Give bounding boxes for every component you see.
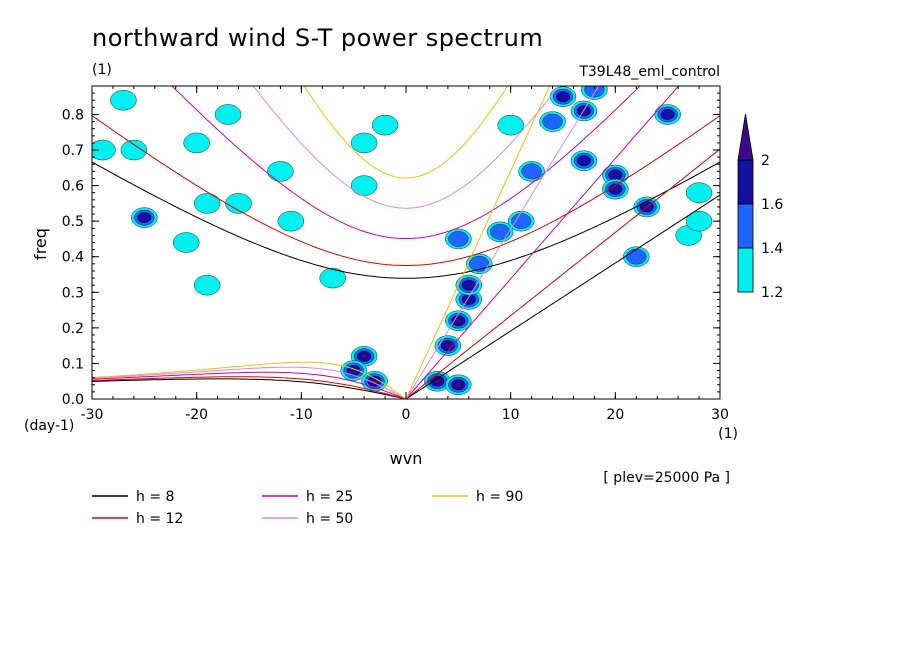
rossby-curve — [92, 361, 407, 399]
contour-blob — [576, 105, 591, 117]
contour-blob — [214, 104, 242, 125]
contour-blob — [137, 212, 152, 224]
y-tick-label: 0.4 — [62, 250, 84, 266]
y-axis-label: freq — [31, 228, 50, 260]
legend-label: h = 90 — [476, 489, 523, 505]
contour-blob — [110, 90, 137, 111]
contour-blob — [685, 210, 713, 232]
contour-blob — [448, 231, 469, 247]
y-tick-label: 0.3 — [62, 285, 84, 301]
x-tick-label: 10 — [502, 407, 520, 423]
contour-blob — [685, 182, 713, 203]
units-label: (1) — [92, 62, 112, 78]
legend-label: h = 8 — [136, 489, 174, 505]
contour-blob — [433, 378, 442, 385]
plev-label: [ plev=25000 Pa ] — [603, 470, 730, 486]
contour-blob — [660, 109, 675, 120]
kelvin-curve — [405, 194, 720, 399]
legend-label: h = 12 — [136, 511, 183, 527]
contour-blob — [521, 163, 542, 180]
x-axis-label: wvn — [390, 449, 423, 468]
contour-blob — [350, 175, 378, 196]
contour-blob — [350, 132, 378, 154]
rossby-curve — [92, 378, 407, 399]
rossby-curve — [92, 376, 407, 399]
contour-blob — [556, 91, 570, 103]
legend-label: h = 50 — [306, 511, 353, 527]
contour-blob — [444, 342, 452, 349]
x-tick-label: -20 — [185, 407, 208, 423]
x-tick-label: -10 — [290, 407, 313, 423]
inertia-gravity-curve — [171, 86, 641, 240]
legend: h = 8 h = 12 h = 25 h = 50 h = 90 — [92, 489, 523, 527]
contour-blob — [511, 213, 532, 229]
chart-title: northward wind S-T power spectrum — [92, 24, 543, 52]
contour-blob — [608, 169, 623, 181]
x-tick-label: 20 — [606, 407, 624, 423]
contour-blob — [172, 232, 200, 253]
contour-blob — [267, 161, 294, 182]
colorbar-segment — [737, 203, 754, 249]
y-tick-label: 0.7 — [62, 143, 84, 159]
colorbar-label: 2 — [761, 153, 770, 169]
contour-blob — [193, 193, 221, 214]
contour-blob — [277, 210, 305, 232]
x-tick-label: 0 — [402, 407, 411, 423]
contour-blob — [626, 248, 647, 265]
legend-label: h = 25 — [306, 489, 353, 505]
x-tick-label: -30 — [81, 407, 104, 423]
contour-blob — [193, 274, 221, 296]
kelvin-curve — [405, 86, 680, 399]
y-tick-label: 0.1 — [62, 356, 84, 372]
rossby-curve — [92, 371, 407, 399]
y-units-label: (day-1) — [24, 418, 74, 434]
colorbar-arrow — [737, 113, 754, 161]
colorbar: 1.2 1.4 1.6 2 — [737, 113, 783, 301]
x-tick-label: 30 — [711, 407, 729, 423]
contour-blob — [542, 113, 563, 130]
y-tick-label: 0.5 — [62, 214, 84, 230]
y-tick-label: 0.6 — [62, 179, 84, 195]
kelvin-curve — [405, 148, 720, 399]
contour-blob — [454, 381, 463, 388]
contour-blob — [576, 155, 591, 167]
contour-blob — [183, 132, 210, 154]
colorbar-segment — [737, 159, 754, 205]
colorbar-label: 1.2 — [761, 285, 783, 301]
x-units-label: (1) — [718, 426, 738, 442]
contour-blob — [461, 294, 476, 305]
y-tick-label: 0.0 — [62, 392, 84, 408]
plot-area: -30 -20 -10 0 10 20 30 0.0 0.1 0.2 0.3 0.4 0.5 0.6 0.7… — [62, 85, 729, 423]
colorbar-label: 1.6 — [761, 197, 783, 213]
y-tick-label: 0.2 — [62, 321, 84, 337]
contour-blob — [360, 353, 368, 360]
inertia-gravity-curve — [252, 86, 560, 209]
y-tick-label: 0.8 — [62, 107, 84, 123]
contour-blob — [497, 114, 524, 136]
contour-blob — [92, 139, 116, 161]
inertia-gravity-curve — [92, 161, 720, 279]
rossby-curve — [92, 366, 407, 399]
kelvin-curve — [405, 86, 551, 399]
contour-blob — [371, 114, 399, 136]
colorbar-label: 1.4 — [761, 241, 783, 257]
contour-blob — [490, 224, 511, 240]
inertia-gravity-curve — [303, 86, 509, 179]
kelvin-curve — [405, 86, 600, 399]
colorbar-segment — [737, 247, 754, 293]
run-label: T39L48_eml_control — [578, 64, 720, 80]
inertia-gravity-curve — [92, 115, 720, 266]
contour-blob — [319, 267, 346, 289]
contour-blob — [584, 86, 605, 98]
contour-blob — [120, 139, 148, 161]
